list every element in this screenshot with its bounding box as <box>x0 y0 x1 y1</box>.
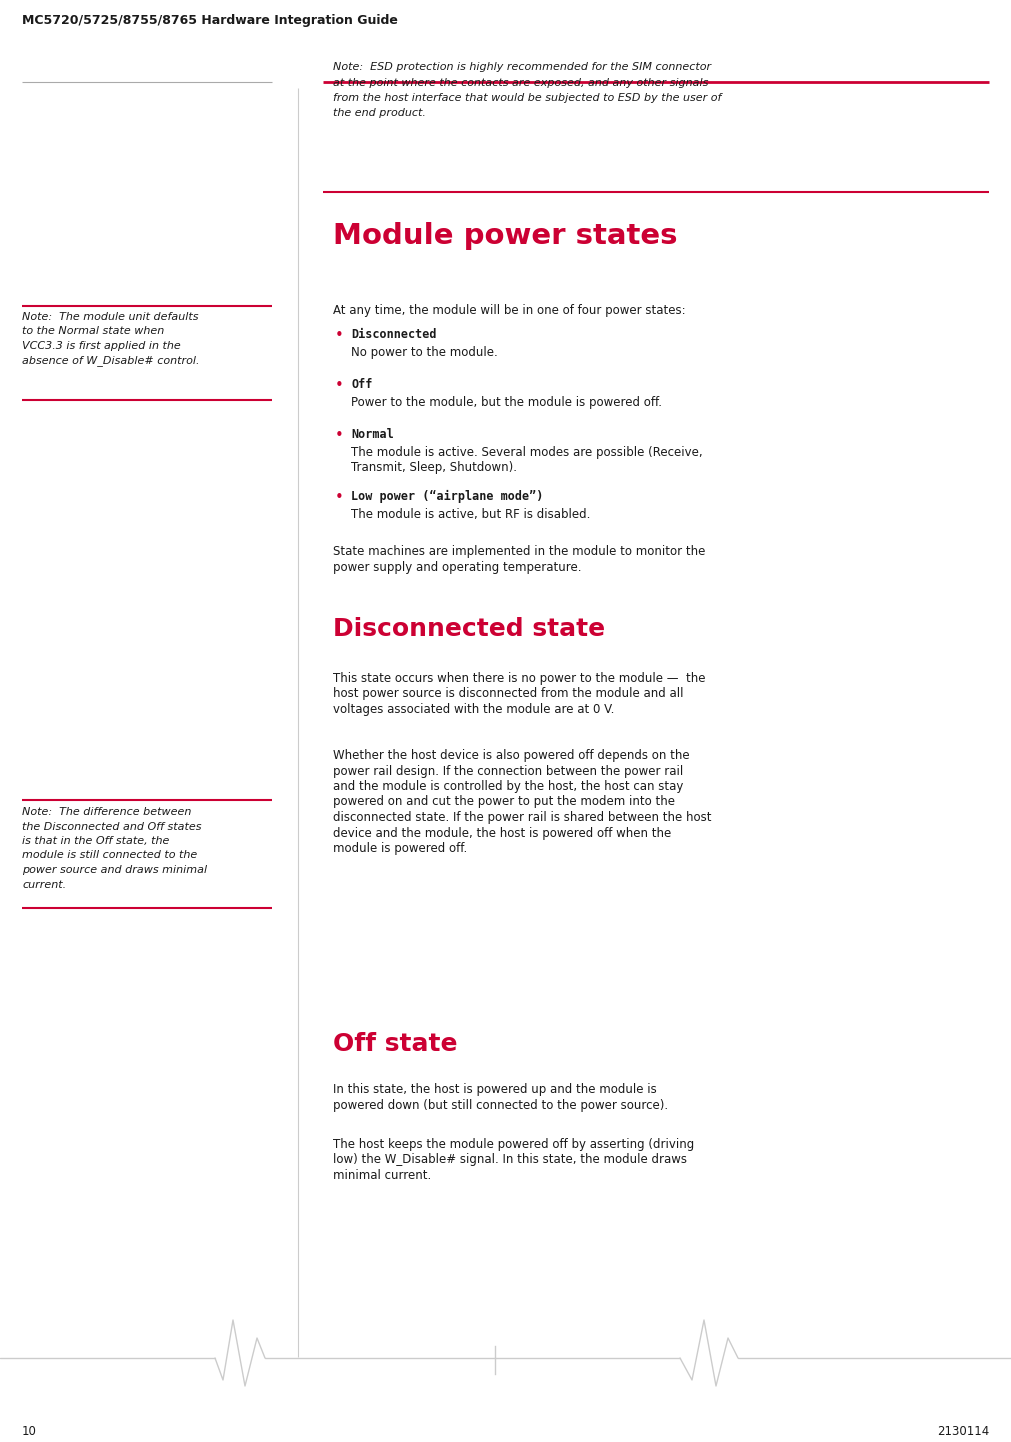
Text: the end product.: the end product. <box>333 108 426 118</box>
Text: powered on and cut the power to put the modem into the: powered on and cut the power to put the … <box>333 796 675 809</box>
Text: The module is active, but RF is disabled.: The module is active, but RF is disabled… <box>351 508 590 521</box>
Text: Normal: Normal <box>351 428 393 441</box>
Text: •: • <box>335 490 344 505</box>
Text: minimal current.: minimal current. <box>333 1169 432 1182</box>
Text: to the Normal state when: to the Normal state when <box>22 326 164 336</box>
Text: from the host interface that would be subjected to ESD by the user of: from the host interface that would be su… <box>333 92 722 102</box>
Text: This state occurs when there is no power to the module —  the: This state occurs when there is no power… <box>333 672 706 685</box>
Text: Disconnected: Disconnected <box>351 327 437 340</box>
Text: disconnected state. If the power rail is shared between the host: disconnected state. If the power rail is… <box>333 810 712 823</box>
Text: Note:  ESD protection is highly recommended for the SIM connector: Note: ESD protection is highly recommend… <box>333 62 711 72</box>
Text: •: • <box>335 428 344 443</box>
Text: power rail design. If the connection between the power rail: power rail design. If the connection bet… <box>333 764 683 777</box>
Text: Note:  The module unit defaults: Note: The module unit defaults <box>22 311 198 322</box>
Text: •: • <box>335 327 344 343</box>
Text: host power source is disconnected from the module and all: host power source is disconnected from t… <box>333 688 683 701</box>
Text: voltages associated with the module are at 0 V.: voltages associated with the module are … <box>333 704 615 717</box>
Text: VCC3.3 is first applied in the: VCC3.3 is first applied in the <box>22 340 181 350</box>
Text: absence of W_Disable# control.: absence of W_Disable# control. <box>22 356 199 366</box>
Text: 10: 10 <box>22 1425 36 1438</box>
Text: Off: Off <box>351 378 372 391</box>
Text: 2130114: 2130114 <box>937 1425 989 1438</box>
Text: and the module is controlled by the host, the host can stay: and the module is controlled by the host… <box>333 780 683 793</box>
Text: the Disconnected and Off states: the Disconnected and Off states <box>22 822 201 832</box>
Text: MC5720/5725/8755/8765 Hardware Integration Guide: MC5720/5725/8755/8765 Hardware Integrati… <box>22 14 398 27</box>
Text: At any time, the module will be in one of four power states:: At any time, the module will be in one o… <box>333 304 685 317</box>
Text: Note:  The difference between: Note: The difference between <box>22 808 191 818</box>
Text: at the point where the contacts are exposed, and any other signals: at the point where the contacts are expo… <box>333 78 709 88</box>
Text: module is still connected to the: module is still connected to the <box>22 851 197 861</box>
Text: low) the W_Disable# signal. In this state, the module draws: low) the W_Disable# signal. In this stat… <box>333 1154 687 1167</box>
Text: No power to the module.: No power to the module. <box>351 346 497 359</box>
Text: The module is active. Several modes are possible (Receive,: The module is active. Several modes are … <box>351 446 703 459</box>
Text: Whether the host device is also powered off depends on the: Whether the host device is also powered … <box>333 748 690 761</box>
Text: is that in the Off state, the: is that in the Off state, the <box>22 836 170 846</box>
Text: Off state: Off state <box>333 1032 458 1056</box>
Text: State machines are implemented in the module to monitor the: State machines are implemented in the mo… <box>333 545 706 558</box>
Text: Power to the module, but the module is powered off.: Power to the module, but the module is p… <box>351 397 662 410</box>
Text: Disconnected state: Disconnected state <box>333 617 606 642</box>
Text: current.: current. <box>22 880 66 890</box>
Text: Module power states: Module power states <box>333 222 677 249</box>
Text: device and the module, the host is powered off when the: device and the module, the host is power… <box>333 826 671 839</box>
Text: Transmit, Sleep, Shutdown).: Transmit, Sleep, Shutdown). <box>351 461 517 474</box>
Text: power source and draws minimal: power source and draws minimal <box>22 865 207 875</box>
Text: powered down (but still connected to the power source).: powered down (but still connected to the… <box>333 1099 668 1112</box>
Text: Low power (“airplane mode”): Low power (“airplane mode”) <box>351 490 543 503</box>
Text: •: • <box>335 378 344 394</box>
Text: The host keeps the module powered off by asserting (driving: The host keeps the module powered off by… <box>333 1138 695 1151</box>
Text: module is powered off.: module is powered off. <box>333 842 467 855</box>
Text: In this state, the host is powered up and the module is: In this state, the host is powered up an… <box>333 1083 657 1096</box>
Text: power supply and operating temperature.: power supply and operating temperature. <box>333 561 581 574</box>
